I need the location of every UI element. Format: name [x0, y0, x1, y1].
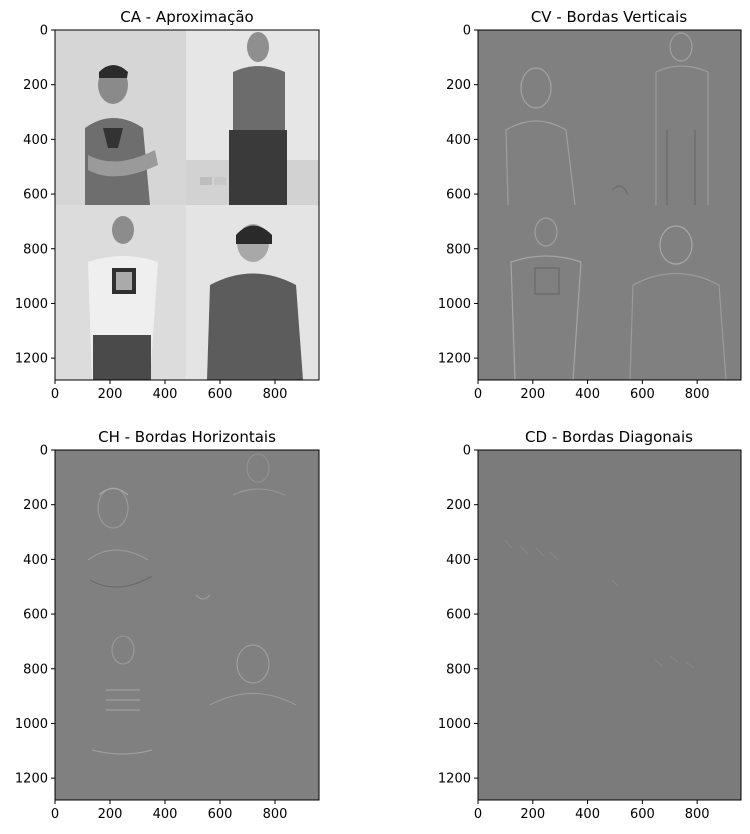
- ca-head-2: [247, 32, 269, 62]
- y-tick-label: 800: [23, 242, 48, 257]
- y-tick-label: 1000: [15, 297, 48, 312]
- cv-title: CV - Bordas Verticais: [531, 8, 687, 26]
- cv-axes: 0 200 400 600 800 0 200 400 600 800 1000 1200: [438, 24, 710, 403]
- y-tick-label: 1000: [15, 717, 48, 732]
- ca-title: CA - Aproximação: [120, 8, 253, 26]
- x-tick-label: 600: [630, 387, 655, 402]
- x-tick-label: 0: [474, 387, 482, 402]
- y-tick-label: 200: [23, 78, 48, 93]
- ca-head-3: [112, 216, 134, 244]
- y-tick-label: 200: [446, 78, 471, 93]
- x-tick-label: 600: [208, 387, 233, 402]
- y-tick-label: 400: [446, 133, 471, 148]
- y-tick-label: 800: [23, 662, 48, 677]
- x-tick-label: 800: [685, 807, 710, 822]
- cv-panel: CV - Bordas Verticais 0 200 400 600 800 0 200 4…: [438, 8, 742, 403]
- cd-image: [478, 450, 741, 800]
- y-tick-label: 400: [23, 133, 48, 148]
- x-tick-label: 200: [520, 807, 545, 822]
- x-tick-label: 0: [474, 807, 482, 822]
- cd-title: CD - Bordas Diagonais: [525, 428, 693, 446]
- y-tick-label: 800: [446, 242, 471, 257]
- x-tick-label: 0: [51, 807, 59, 822]
- x-tick-label: 400: [153, 387, 178, 402]
- ch-title: CH - Bordas Horizontais: [98, 428, 276, 446]
- ch-panel: CH - Bordas Horizontais 0 200 400 600 800 0 20…: [15, 428, 320, 823]
- ca-body-4: [207, 273, 303, 380]
- y-tick-label: 1000: [438, 297, 471, 312]
- y-tick-label: 600: [446, 188, 471, 203]
- y-tick-label: 600: [23, 188, 48, 203]
- y-tick-label: 1000: [438, 717, 471, 732]
- ch-axes: 0 200 400 600 800 0 200 400 600 800 1000 1200: [15, 444, 288, 823]
- x-tick-label: 200: [520, 387, 545, 402]
- y-tick-label: 1200: [438, 772, 471, 787]
- y-tick-label: 600: [446, 608, 471, 623]
- y-tick-label: 1200: [15, 772, 48, 787]
- y-tick-label: 0: [40, 444, 48, 459]
- cd-panel: CD - Bordas Diagonais 0 200 400 600 800 0 200 4…: [438, 428, 742, 823]
- x-tick-label: 800: [685, 387, 710, 402]
- y-tick-label: 600: [23, 608, 48, 623]
- y-tick-label: 0: [463, 24, 471, 39]
- y-tick-label: 400: [446, 553, 471, 568]
- x-tick-label: 800: [263, 387, 288, 402]
- y-tick-label: 800: [446, 662, 471, 677]
- ca-panel: CA - Aproximação: [15, 8, 320, 403]
- ca-image: [55, 30, 319, 380]
- ch-image: [55, 450, 319, 800]
- ca-axes: 0 200 400 600 800 0 200 400 600 800 1000 1200: [15, 24, 288, 403]
- y-tick-label: 1200: [15, 352, 48, 367]
- y-tick-label: 1200: [438, 352, 471, 367]
- x-tick-label: 400: [575, 807, 600, 822]
- x-tick-label: 200: [98, 807, 123, 822]
- x-tick-label: 800: [263, 807, 288, 822]
- y-tick-label: 0: [40, 24, 48, 39]
- cv-image: [478, 30, 741, 380]
- x-tick-label: 0: [51, 387, 59, 402]
- x-tick-label: 200: [98, 387, 123, 402]
- x-tick-label: 600: [208, 807, 233, 822]
- x-tick-label: 600: [630, 807, 655, 822]
- y-tick-label: 200: [23, 498, 48, 513]
- y-tick-label: 0: [463, 444, 471, 459]
- y-tick-label: 200: [446, 498, 471, 513]
- cd-axes: 0 200 400 600 800 0 200 400 600 800 1000 1200: [438, 444, 710, 823]
- x-tick-label: 400: [575, 387, 600, 402]
- y-tick-label: 400: [23, 553, 48, 568]
- x-tick-label: 400: [153, 807, 178, 822]
